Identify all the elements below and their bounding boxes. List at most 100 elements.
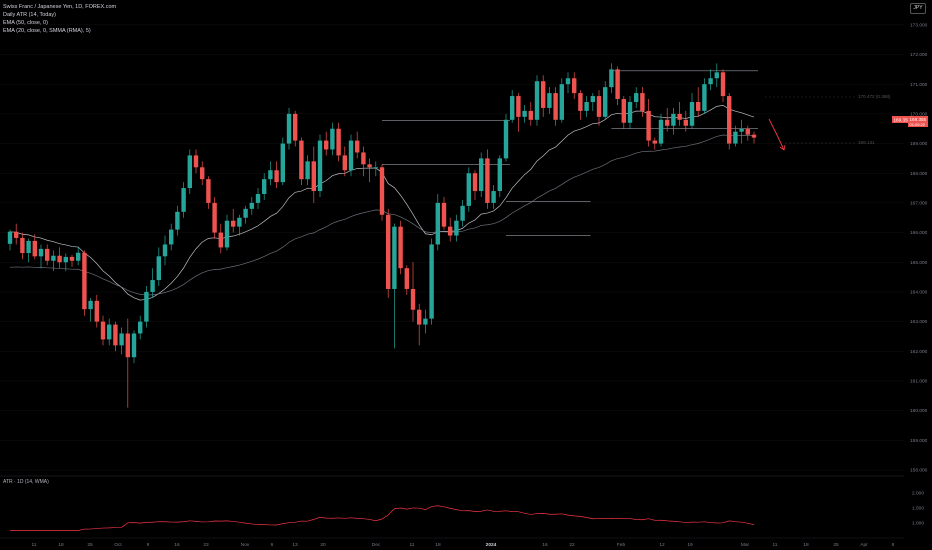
time-axis[interactable]: 11 18 25 Oct 9 16 23 Nov 6 13 20 Dec 11 18 2024 16 22 Feb… (0, 537, 904, 548)
candle-body (274, 170, 279, 183)
candle-body (590, 96, 595, 102)
price-axis[interactable]: 173.000 172.000 171.000 170.000 169.000 168.0… (910, 22, 928, 473)
time-tick-label: Feb (617, 542, 626, 548)
candle-body (119, 333, 124, 346)
atr-tick-label: 2.000 (912, 491, 924, 497)
candle-body (299, 140, 304, 180)
projection-arrow (768, 118, 786, 151)
candle-body (615, 69, 620, 100)
candle-body (324, 140, 329, 150)
time-tick-label: 18 (435, 542, 441, 548)
candle-body (398, 226, 403, 269)
candle-body (727, 96, 732, 144)
candle-body (603, 87, 608, 117)
time-tick-label: 25 (833, 542, 839, 548)
candle-body (367, 164, 372, 168)
candle-body (255, 194, 261, 203)
candle-body (125, 333, 130, 358)
atr-tick-label: 1.000 (912, 521, 924, 527)
time-tick-label: Oct (114, 542, 122, 548)
candle-body (497, 158, 502, 192)
candle-body (609, 69, 614, 88)
grid (0, 24, 904, 471)
price-tick-label: 168.000 (910, 171, 928, 177)
time-tick-label: 2024 (486, 542, 497, 548)
candle-body (45, 248, 50, 261)
time-tick-label: 9 (147, 542, 150, 548)
candle-body (181, 188, 186, 212)
time-tick-label: 18 (803, 542, 809, 548)
candle-body (441, 202, 447, 227)
candle-body (14, 231, 19, 238)
time-tick-label: 23 (203, 542, 209, 548)
candle-body (138, 321, 143, 334)
currency-badge[interactable]: JPY (910, 3, 926, 14)
candle-body (206, 179, 211, 203)
candle-body (553, 93, 558, 120)
candle-body (57, 255, 62, 263)
legend-atr[interactable]: Daily ATR (14, Today) (3, 12, 56, 18)
time-tick-label: 18 (58, 542, 64, 548)
candle-body (63, 256, 68, 263)
time-tick-label: 19 (687, 542, 693, 548)
chart-legend: Swiss Franc / Japanese Yen, 1D, FOREX.co… (3, 3, 116, 35)
candle-body (627, 102, 633, 123)
price-tags: 169.355 169.355 01:09:22 170.472 (0.368)… (3, 94, 928, 485)
price-tick-label: 162.000 (910, 349, 928, 355)
current-price-tag-right: 169.355 (910, 117, 927, 122)
candle-body (429, 244, 434, 319)
time-tick-label: 20 (320, 542, 326, 548)
level-label-lower: 169.131 (858, 140, 875, 145)
candle-body (572, 78, 577, 94)
candle-body (522, 110, 527, 117)
time-tick-label: 16 (542, 542, 548, 548)
candle-body (293, 113, 298, 141)
candle-body (379, 167, 385, 215)
candle-body (187, 155, 192, 189)
candle-body (286, 113, 292, 144)
time-tick-label: 22 (569, 542, 575, 548)
candle-body (107, 324, 112, 340)
candle-body (32, 240, 37, 257)
legend-ema50[interactable]: EMA (50, close, 0) (3, 20, 48, 26)
candle-body (448, 226, 453, 236)
current-price-tag: 169.355 (894, 118, 911, 123)
candle-body (479, 158, 484, 192)
candle-body (584, 102, 589, 111)
legend-ema20[interactable]: EMA (20, close, 0, SMMA (RMA), 5) (3, 28, 91, 34)
candle-body (100, 321, 106, 340)
candle-body (268, 170, 273, 180)
candle-body (689, 102, 695, 126)
price-tick-label: 171.000 (910, 82, 928, 88)
candle-body (249, 202, 254, 209)
candle-body (460, 205, 465, 221)
level-label-upper: 170.472 (0.368) (858, 94, 891, 99)
candle-body (547, 93, 552, 108)
candle-body (410, 288, 416, 310)
candle-body (131, 333, 137, 358)
time-tick-label: 25 (87, 542, 93, 548)
price-tick-label: 167.000 (910, 201, 928, 207)
legend-symbol[interactable]: Swiss Franc / Japanese Yen, 1D, FOREX.co… (3, 4, 117, 10)
candle-body (739, 128, 744, 132)
candle-body (76, 252, 81, 261)
candle-body (342, 155, 347, 171)
candle-body (491, 191, 496, 203)
price-tick-label: 170.000 (910, 111, 928, 117)
candle-body (69, 256, 75, 261)
time-tick-label: 16 (174, 542, 180, 548)
candle-body (51, 255, 56, 261)
candle-body (150, 280, 155, 292)
candle-body (243, 208, 248, 218)
candle-body (534, 81, 540, 120)
candle-body (510, 96, 515, 120)
price-tick-label: 159.000 (910, 438, 928, 444)
candle-body (652, 140, 657, 144)
candle-body (392, 226, 397, 289)
candles (7, 63, 757, 408)
candle-body (193, 155, 199, 168)
candle-body (417, 309, 422, 325)
candle-body (82, 252, 87, 310)
